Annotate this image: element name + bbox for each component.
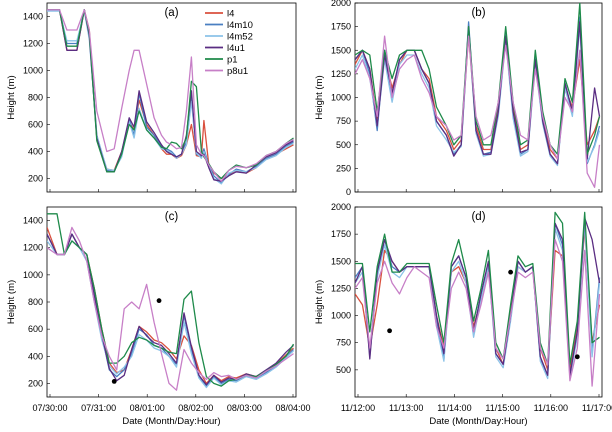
series-line-p1 (47, 213, 295, 387)
y-tick-label: 2000 (331, 202, 351, 212)
x-tick-label: 11/16:00 (534, 403, 568, 413)
y-tick-label: 1500 (331, 256, 351, 266)
y-tick-label: 200 (28, 378, 43, 388)
marker-point (156, 298, 162, 304)
panel-title: (a) (164, 7, 178, 19)
y-tick-label: 2000 (331, 0, 351, 8)
x-tick-label: 08/03:00 (227, 403, 262, 413)
series-line-p8u1 (47, 226, 294, 391)
y-tick-label: 1200 (23, 39, 43, 49)
x-tick-label: 11/14:00 (437, 403, 471, 413)
legend-label: p8u1 (227, 66, 248, 77)
y-tick-label: 1000 (331, 311, 351, 321)
y-axis-label: Height (m) (314, 280, 325, 324)
x-tick-label: 11/13:00 (389, 403, 423, 413)
series-line-l4u1 (355, 217, 601, 376)
panel-d: 500 750 1000 1250 1500 1750 2000 11/12:00 11/13:… (314, 202, 612, 427)
y-tick-label: 1500 (331, 45, 351, 55)
x-tick-label: 11/12:00 (341, 403, 375, 413)
legend-label: l4 (227, 9, 234, 20)
series-line-l4m52 (47, 240, 294, 389)
y-tick-label: 750 (336, 338, 351, 348)
y-tick-label: 500 (336, 140, 351, 150)
y-tick-label: 250 (336, 163, 351, 173)
x-axis-label: Date (Month/Day:Hour) (122, 416, 220, 427)
x-tick-label: 08/02:00 (178, 403, 213, 413)
y-tick-label: 1000 (23, 270, 43, 280)
series-group (355, 3, 601, 188)
x-tick-label: 08/01:00 (130, 403, 165, 413)
panel-title: (d) (471, 211, 485, 223)
marker-point (111, 378, 117, 384)
y-tick-label: 1750 (331, 22, 351, 32)
panel-title: (c) (165, 211, 179, 223)
y-axis-label: Height (m) (6, 75, 17, 119)
y-tick-label: 600 (28, 120, 43, 130)
series-line-l4m52 (47, 10, 294, 185)
y-tick-label: 1200 (23, 243, 43, 253)
series-line-p1 (355, 3, 601, 155)
y-tick-label: 1400 (23, 216, 43, 226)
y-tick-label: 200 (28, 174, 43, 184)
x-tick-label: 11/17:00 (582, 403, 612, 413)
y-tick-label: 0 (346, 187, 351, 197)
y-tick-label: 1250 (331, 283, 351, 293)
series-line-l4 (47, 227, 294, 385)
x-tick-label: 07/30:00 (32, 403, 67, 413)
y-tick-label: 750 (336, 116, 351, 126)
y-axis-label: Height (m) (6, 280, 17, 324)
legend-label: p1 (227, 55, 238, 66)
legend-label: l4m52 (227, 32, 253, 43)
y-tick-label: 1000 (331, 93, 351, 103)
axes-frame (354, 206, 603, 398)
panel-title: (b) (471, 7, 485, 19)
legend-label: l4u1 (227, 43, 245, 54)
series-group (47, 213, 295, 391)
y-tick-label: 500 (336, 365, 351, 375)
marker-point (508, 269, 514, 275)
y-tick-label: 600 (28, 324, 43, 334)
y-tick-label: 800 (28, 93, 43, 103)
series-line-p1 (47, 9, 294, 180)
legend-label: l4m10 (227, 20, 253, 31)
x-tick-label: 11/15:00 (485, 403, 519, 413)
series-line-p1 (355, 211, 600, 366)
series-line-l4u1 (47, 9, 294, 182)
y-axis-label: Height (m) (314, 75, 325, 119)
series-line-l4m10 (47, 9, 294, 184)
series-group (47, 9, 294, 185)
y-tick-label: 400 (28, 351, 43, 361)
y-tick-label: 1000 (23, 66, 43, 76)
y-tick-label: 800 (28, 297, 43, 307)
x-tick-label: 07/31:00 (81, 403, 116, 413)
y-tick-label: 1400 (23, 12, 43, 22)
panel-b: 0 250 500 750 1000 1250 1500 1750 2000 Height (m)… (314, 0, 603, 197)
y-tick-label: 1250 (331, 69, 351, 79)
axes-frame (46, 206, 297, 398)
x-axis-label: Date (Month/Day:Hour) (429, 416, 527, 427)
panel-c: 200 400 600 800 1000 1200 1400 07/30:00 07/31:00… (6, 206, 311, 427)
series-line-p8u1 (355, 35, 601, 188)
x-tick-label: 08/04:00 (275, 403, 310, 413)
series-line-p8u1 (47, 9, 294, 182)
marker-point (574, 354, 580, 360)
series-line-p8u1 (355, 238, 601, 387)
y-tick-label: 400 (28, 147, 43, 157)
marker-point (387, 328, 392, 334)
y-tick-label: 1750 (331, 229, 351, 239)
series-group (355, 211, 601, 387)
